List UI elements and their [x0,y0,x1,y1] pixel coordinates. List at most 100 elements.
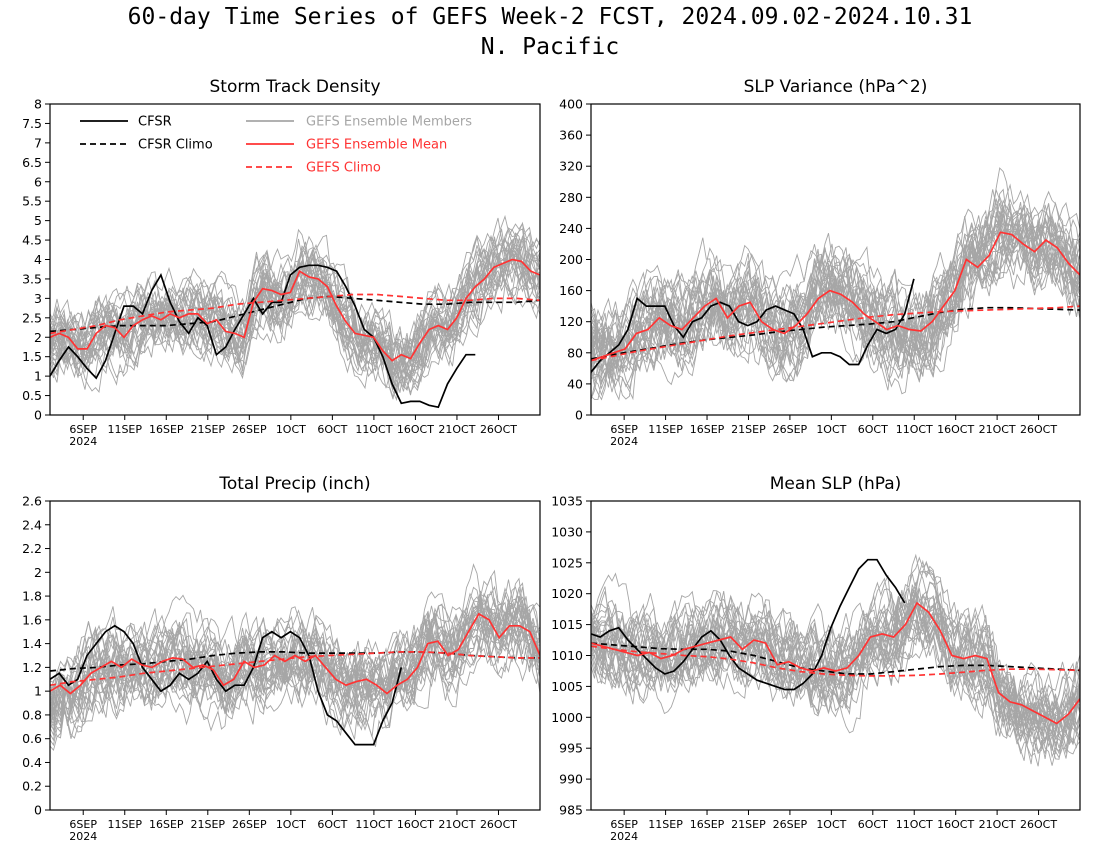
y-tick-label: 2.2 [22,541,42,556]
y-tick-label: 1025 [551,555,583,570]
x-tick-label: 1OCT [276,818,306,831]
x-tick-label: 26SEP [773,818,808,831]
x-tick-label: 1OCT [276,423,306,436]
ensemble-member-line [50,222,540,394]
ensemble-member-line [50,247,540,400]
x-tick-label: 11SEP [648,818,683,831]
x-tick-label: 6OCT [317,818,347,831]
x-tick-label: 26SEP [232,423,267,436]
y-tick-label: 1015 [551,617,583,632]
y-tick-label: 400 [559,97,583,112]
legend-label: CFSR [138,115,172,130]
ensemble-member-line [591,610,1080,745]
ensemble-member-line [591,617,1080,742]
y-tick-label: 1.5 [22,349,42,364]
legend-label: GEFS Ensemble Mean [306,138,447,153]
series-line-gefs-ensemble-mean [50,258,540,362]
y-tick-label: 7.5 [22,116,42,131]
x-tick-label: 6SEP [610,423,638,436]
y-tick-label: 2.6 [22,494,42,509]
ensemble-members [50,563,540,752]
ensemble-member-line [50,228,540,391]
x-tick-label: 16OCT [397,423,434,436]
x-tick-label: 6SEP [610,818,638,831]
y-tick-label: 0.4 [22,755,42,770]
chart-panel: Mean SLP (hPa) 985 990 995 1000 1005 1010 1015 1… [551,474,1081,843]
y-tick-label: 4 [34,252,42,267]
y-tick-label: 2.5 [22,310,42,325]
y-tick-label: 5.5 [22,194,42,209]
x-tick-label: 26OCT [1020,818,1057,831]
ensemble-members [591,167,1080,401]
y-tick-label: 200 [559,252,583,267]
legend-label: CFSR Climo [138,138,213,153]
chart-title: SLP Variance (hPa^2) [744,77,928,97]
y-tick-label: 320 [559,159,583,174]
y-tick-label: 7 [34,135,42,150]
y-tick-label: 2 [34,565,42,580]
ensemble-member-line [591,198,1080,384]
y-tick-label: 0.8 [22,707,42,722]
x-year-label: 2024 [610,435,638,448]
y-tick-label: 0 [34,408,42,423]
series-line-gefs-climo [50,293,540,335]
ensemble-member-line [591,589,1080,749]
series-line-cfsr-climo [591,642,1080,675]
x-tick-label: 11SEP [107,818,142,831]
y-tick-label: 1.8 [22,589,42,604]
series-line-cfsr [50,264,476,409]
figure-subtitle: N. Pacific [480,34,620,60]
y-tick-label: 6 [34,174,42,189]
y-tick-label: 280 [559,190,583,205]
y-tick-label: 160 [559,283,583,298]
x-tick-label: 16SEP [149,423,184,436]
plot-frame [49,500,541,811]
x-year-label: 2024 [69,435,97,448]
x-tick-label: 26OCT [1020,423,1057,436]
y-tick-label: 1 [34,369,42,384]
x-tick-label: 26SEP [773,423,808,436]
x-tick-label: 1OCT [816,818,846,831]
y-tick-label: 1035 [551,494,583,509]
y-tick-label: 80 [567,345,583,360]
x-tick-label: 6SEP [69,818,97,831]
x-tick-label: 16OCT [937,818,974,831]
y-tick-label: 4.5 [22,233,42,248]
x-tick-label: 21SEP [731,423,766,436]
x-tick-label: 6SEP [69,423,97,436]
y-tick-label: 0.5 [22,388,42,403]
y-tick-label: 40 [567,376,583,391]
y-tick-label: 995 [559,741,583,756]
chart-title: Total Precip (inch) [218,474,370,494]
y-tick-label: 1005 [551,679,583,694]
ensemble-member-line [591,606,1080,741]
ensemble-member-line [50,267,540,390]
ensemble-member-line [50,582,540,716]
x-tick-label: 26SEP [232,818,267,831]
ensemble-member-line [591,602,1080,735]
y-tick-label: 1.4 [22,636,42,651]
legend-label: GEFS Ensemble Members [306,115,472,130]
chart-panel: Storm Track Density 0 0.5 1 1.5 2 2.5 3 3.5 4 4.5 5… [22,77,541,448]
ensemble-member-line [591,208,1080,400]
y-tick-label: 120 [559,314,583,329]
x-tick-label: 11OCT [896,423,933,436]
chart-title: Storm Track Density [209,77,380,97]
y-tick-label: 1.6 [22,612,42,627]
chart-panel: SLP Variance (hPa^2) 0 40 80 120 160 200 240 280… [559,77,1081,448]
x-year-label: 2024 [69,830,97,843]
ensemble-member-line [50,236,540,391]
y-tick-label: 6.5 [22,155,42,170]
ensemble-member-line [591,206,1080,373]
series-line-cfsr [591,558,906,691]
x-tick-label: 26OCT [480,818,517,831]
y-tick-label: 985 [559,803,583,818]
y-tick-label: 1.2 [22,660,42,675]
x-tick-label: 21SEP [191,423,226,436]
series-line-gefs-climo [591,305,1080,362]
ensemble-members [591,553,1080,767]
x-tick-label: 11SEP [648,423,683,436]
chart-title: Mean SLP (hPa) [770,474,902,494]
series-line-gefs-climo [50,651,540,687]
